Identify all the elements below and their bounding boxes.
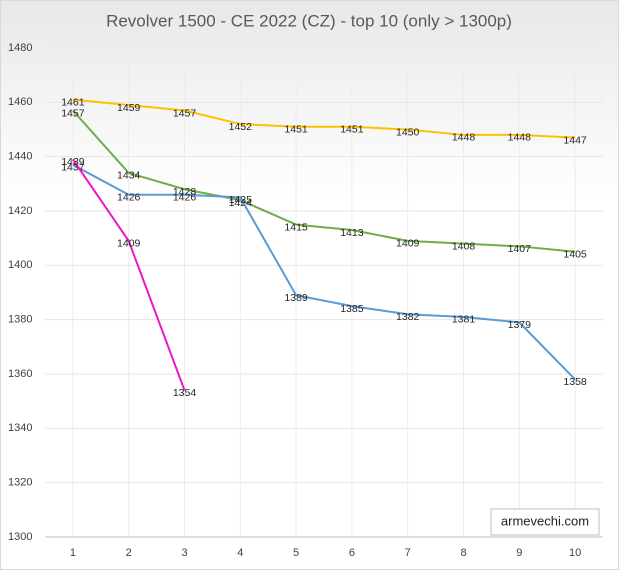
- x-tick-label: 1: [70, 547, 76, 559]
- y-tick-label: 1480: [8, 42, 32, 54]
- y-tick-label: 1300: [8, 531, 32, 543]
- data-label: 1425: [229, 194, 253, 206]
- x-tick-label: 5: [293, 547, 299, 559]
- data-label: 1452: [229, 121, 253, 133]
- data-label: 1409: [117, 238, 141, 250]
- data-label: 1434: [117, 170, 141, 182]
- data-label: 1409: [396, 238, 420, 250]
- y-tick-label: 1400: [8, 259, 32, 271]
- series-line: [72, 98, 576, 139]
- data-label: 1381: [452, 314, 476, 326]
- y-tick-label: 1420: [8, 205, 32, 217]
- data-label: 1426: [117, 191, 141, 203]
- data-label: 1426: [173, 191, 197, 203]
- y-tick-label: 1380: [8, 314, 32, 326]
- data-label: 1408: [452, 240, 476, 252]
- data-label: 1457: [173, 107, 197, 119]
- data-label: 1379: [508, 319, 532, 331]
- data-label: 1358: [563, 376, 587, 388]
- data-label: 1415: [284, 221, 308, 233]
- data-label: 1389: [284, 292, 308, 304]
- data-label: 1448: [452, 132, 476, 144]
- data-label: 1447: [563, 134, 587, 146]
- data-label: 1448: [508, 132, 532, 144]
- data-label: 1461: [61, 96, 85, 108]
- chart-title: Revolver 1500 - CE 2022 (CZ) - top 10 (o…: [106, 11, 512, 30]
- plot-area: 1300 1320 1340 1360 1380 1400 1420 1440 1460 1480…: [8, 42, 603, 559]
- x-tick-label: 6: [349, 547, 355, 559]
- series-line: [72, 109, 576, 253]
- data-label: 1437: [61, 162, 85, 174]
- x-tick-label: 10: [569, 547, 581, 559]
- x-tick-label: 2: [126, 547, 132, 559]
- data-label: 1354: [173, 387, 197, 399]
- data-label: 1459: [117, 102, 141, 114]
- data-label: 1457: [61, 107, 85, 119]
- x-tick-label: 4: [237, 547, 243, 559]
- data-label: 1407: [508, 243, 532, 255]
- data-label: 1382: [396, 311, 420, 323]
- watermark-box: [490, 508, 600, 536]
- data-label: 1385: [340, 303, 364, 315]
- data-label: 1405: [563, 249, 587, 261]
- data-label: 1413: [340, 227, 364, 239]
- y-tick-label: 1320: [8, 477, 32, 489]
- data-label: 1451: [284, 124, 308, 136]
- x-tick-label: 7: [405, 547, 411, 559]
- series-line: [72, 158, 186, 391]
- y-tick-label: 1340: [8, 422, 32, 434]
- data-label: 1439: [61, 156, 85, 168]
- watermark: armevechi.com: [501, 513, 589, 528]
- data-label: 1450: [396, 126, 420, 138]
- x-tick-label: 9: [516, 547, 522, 559]
- series-line: [72, 163, 576, 381]
- data-label: 1451: [340, 124, 364, 136]
- x-tick-label: 8: [460, 547, 466, 559]
- x-tick-label: 3: [181, 547, 187, 559]
- y-tick-label: 1460: [8, 96, 32, 108]
- y-tick-label: 1360: [8, 368, 32, 380]
- y-tick-label: 1440: [8, 151, 32, 163]
